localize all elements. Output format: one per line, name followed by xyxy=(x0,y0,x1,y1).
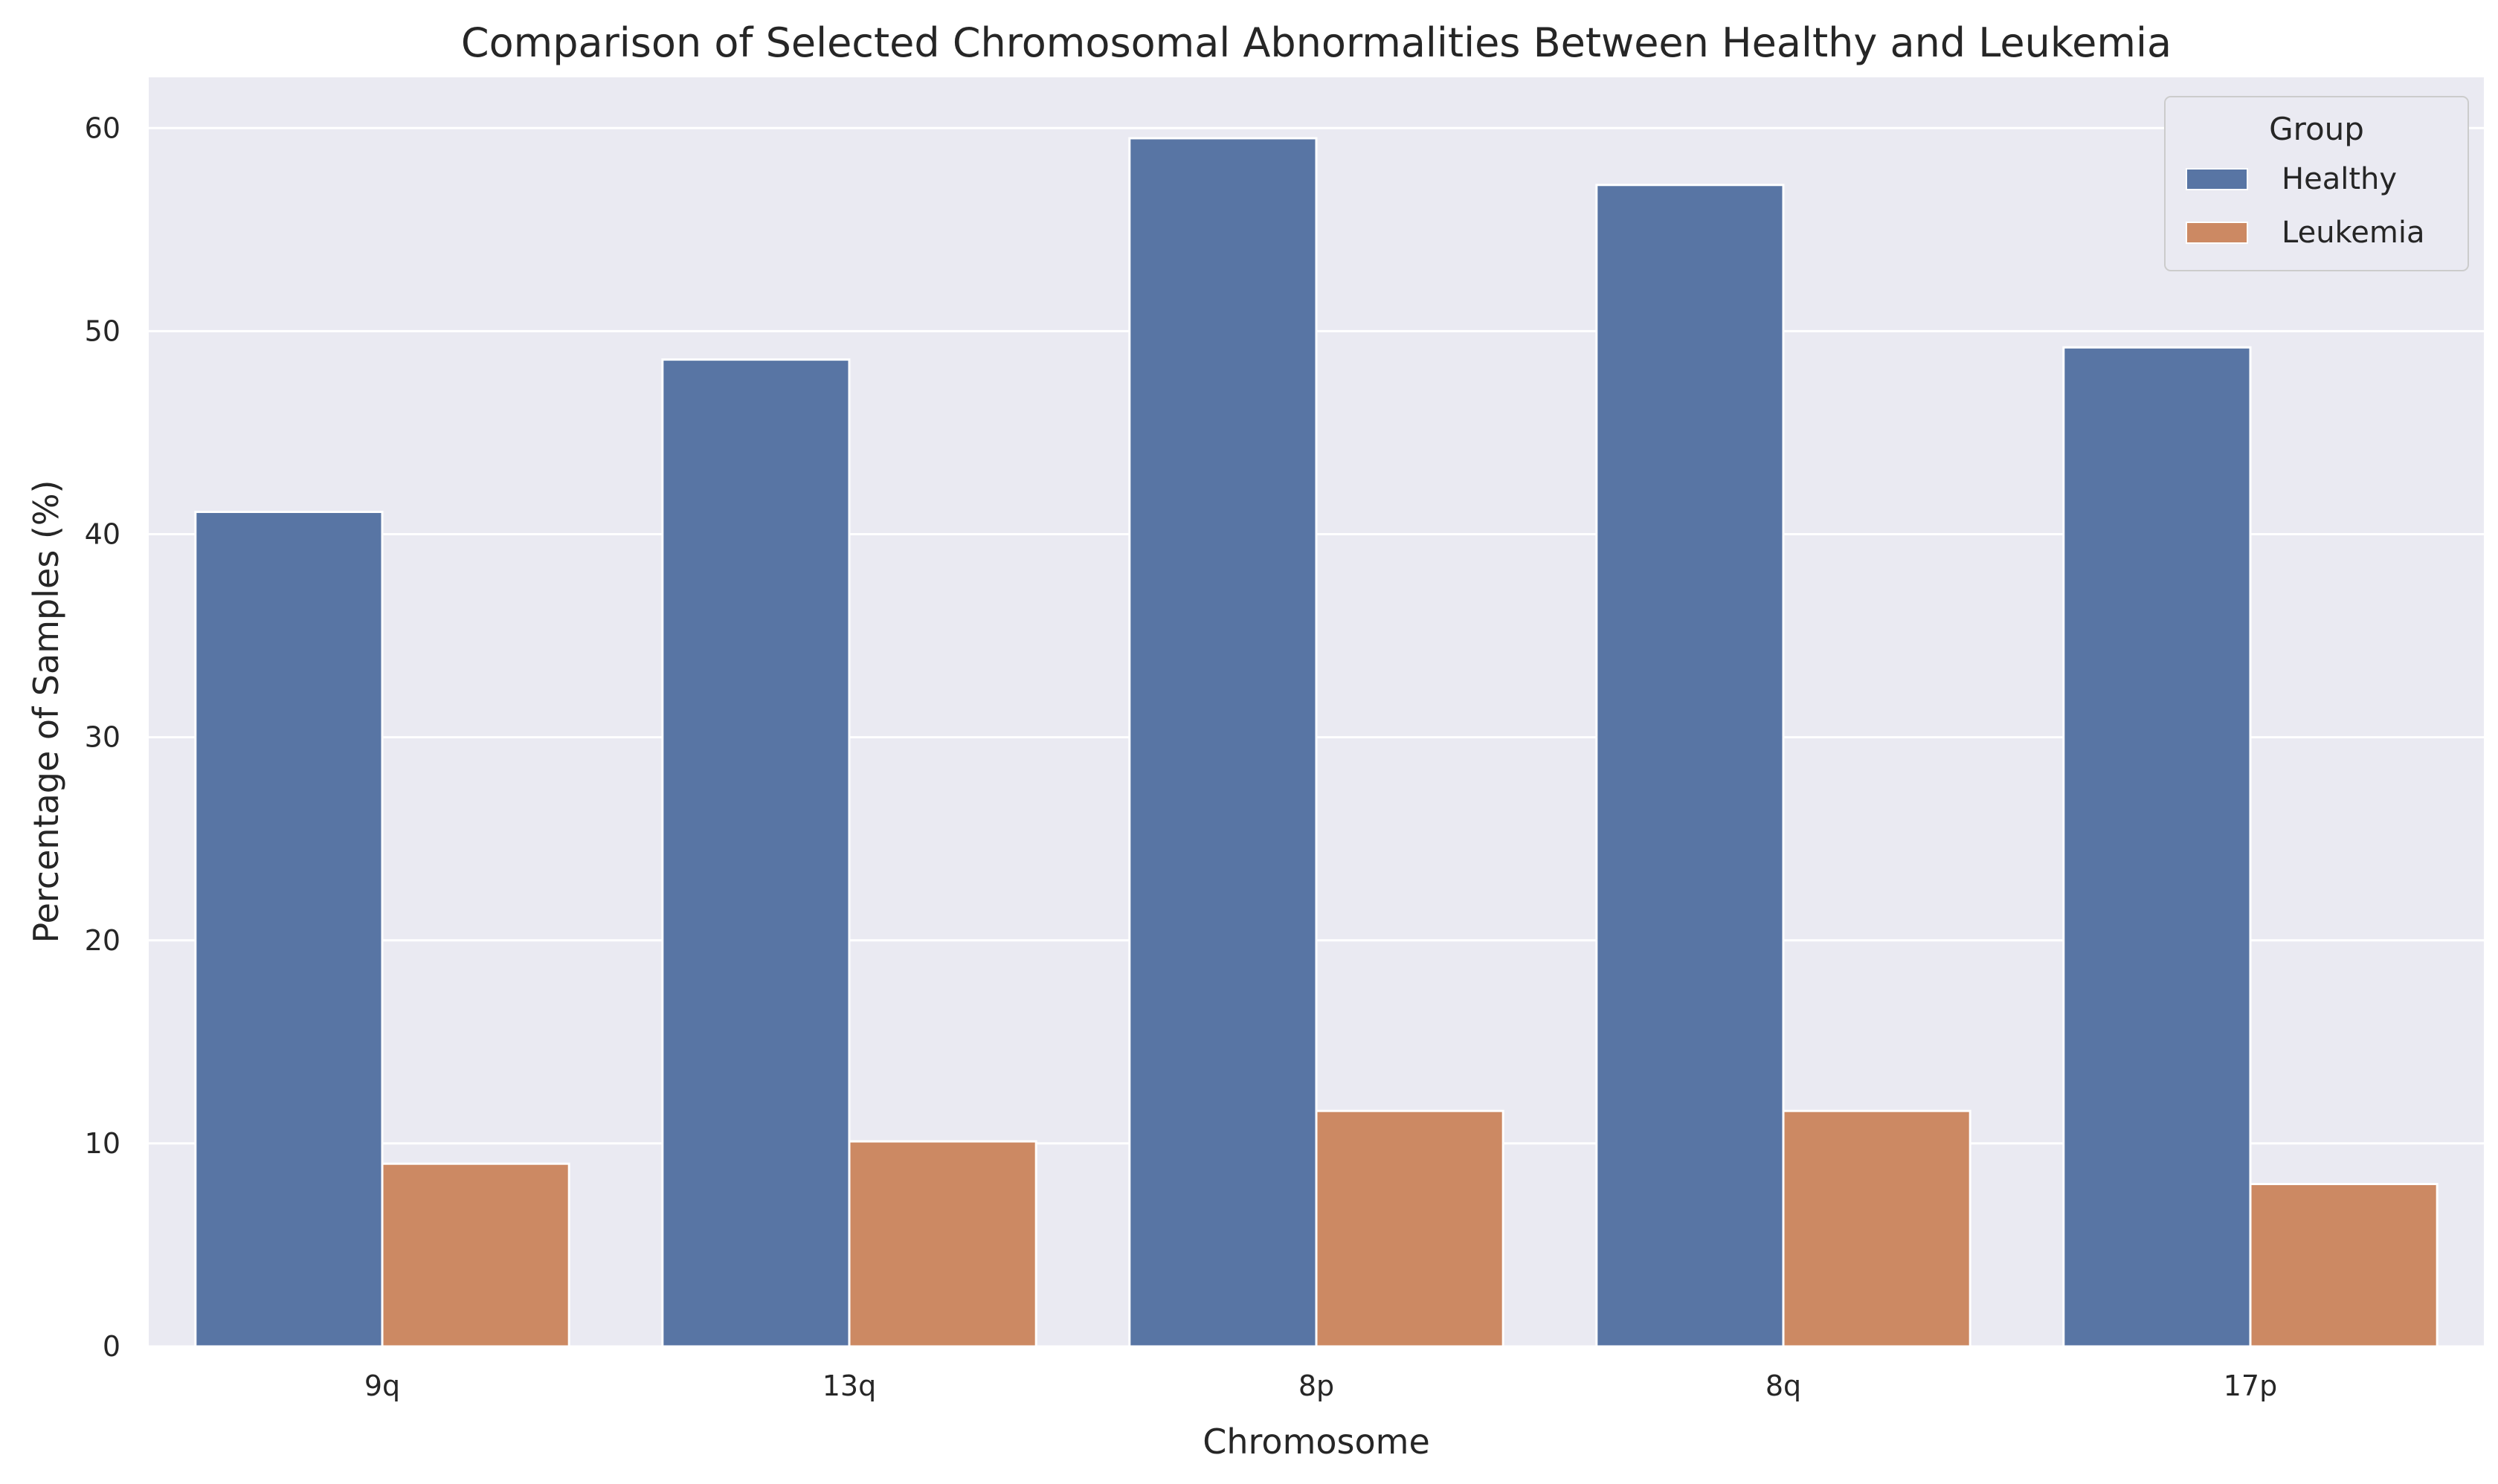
legend-swatch-healthy xyxy=(2186,168,2248,190)
bar-healthy-8p xyxy=(1128,137,1318,1348)
bar-healthy-9q xyxy=(194,510,384,1348)
legend-label-leukemia: Leukemia xyxy=(2282,216,2424,250)
x-tick-label: 8p xyxy=(1298,1370,1334,1402)
bar-leukemia-8q xyxy=(1782,1109,1971,1348)
bar-leukemia-8p xyxy=(1315,1109,1504,1348)
y-tick-label: 10 xyxy=(85,1127,120,1160)
y-tick-label: 40 xyxy=(85,518,120,551)
bars xyxy=(194,137,2439,1348)
x-axis-label: Chromosome xyxy=(1203,1422,1430,1462)
bar-healthy-8q xyxy=(1595,184,1785,1348)
chart-title: Comparison of Selected Chromosomal Abnor… xyxy=(461,19,2172,66)
x-tick-label: 13q xyxy=(823,1370,876,1402)
bar-healthy-13q xyxy=(661,358,851,1348)
bar-leukemia-9q xyxy=(381,1162,570,1348)
y-axis-ticks: 0 10 20 30 40 50 60 xyxy=(85,112,120,1363)
x-tick-label: 8q xyxy=(1765,1370,1801,1402)
bar-leukemia-13q xyxy=(848,1140,1037,1348)
x-axis-ticks: 9q 13q 8p 8q 17p xyxy=(364,1370,2277,1402)
bar-healthy-17p xyxy=(2062,346,2252,1348)
legend-title: Group xyxy=(2269,111,2364,147)
bar-leukemia-17p xyxy=(2249,1183,2439,1348)
y-tick-label: 50 xyxy=(85,314,120,347)
legend-label-healthy: Healthy xyxy=(2282,162,2397,196)
y-axis-label: Percentage of Samples (%) xyxy=(26,480,66,943)
y-tick-label: 60 xyxy=(85,112,120,144)
y-tick-label: 20 xyxy=(85,924,120,957)
y-tick-label: 30 xyxy=(85,721,120,754)
x-tick-label: 9q xyxy=(364,1370,400,1402)
y-tick-label: 0 xyxy=(103,1330,120,1363)
legend: Group Healthy Leukemia xyxy=(2164,96,2469,271)
x-tick-label: 17p xyxy=(2224,1370,2277,1402)
legend-swatch-leukemia xyxy=(2186,222,2248,244)
